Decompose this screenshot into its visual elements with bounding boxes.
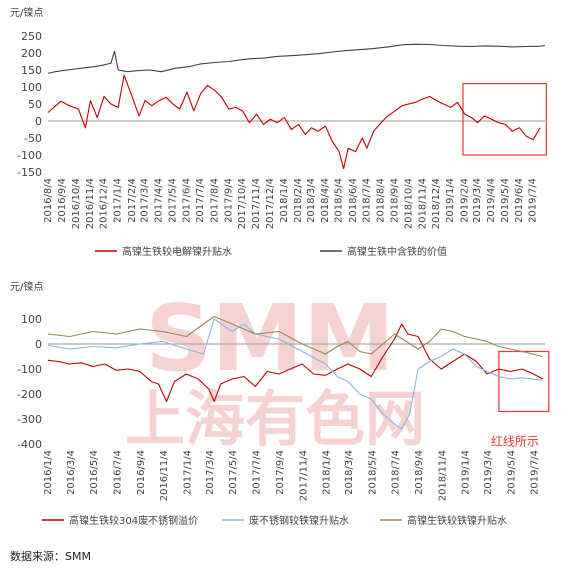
x-tick-label: 2017/12/4	[265, 178, 276, 229]
series-line-1	[47, 323, 543, 403]
x-tick-label: 2017/4/4	[154, 178, 165, 223]
x-tick-label: 2016/11/4	[85, 178, 96, 229]
x-tick-label: 2017/5/4	[167, 178, 178, 223]
x-tick-label: 2017/2/4	[127, 178, 138, 223]
x-tick-label: 2018/7/4	[391, 450, 402, 495]
x-tick-label: 2019/1/4	[461, 450, 472, 495]
x-tick-label: 2016/11/4	[159, 450, 170, 501]
x-tick-label: 2017/9/4	[223, 178, 234, 223]
x-tick-label: 2019/5/4	[506, 450, 517, 495]
x-tick-label: 2016/9/4	[136, 450, 147, 495]
highlight-annotation: 红线所示	[491, 434, 539, 449]
x-tick-label: 2017/1/4	[182, 450, 193, 495]
y-tick-label: -150	[17, 166, 42, 179]
y-tick-label: 200	[21, 47, 42, 60]
highlight-box	[498, 350, 550, 413]
x-tick-label: 2018/5/4	[367, 450, 378, 495]
x-tick-label: 2018/1/4	[322, 450, 333, 495]
series-line-1	[47, 74, 541, 170]
x-tick-label: 2018/12/4	[431, 178, 442, 229]
x-tick-label: 2018/3/4	[306, 178, 317, 223]
x-tick-label: 2018/11/4	[437, 450, 448, 501]
x-tick-label: 2018/2/4	[293, 178, 304, 223]
highlight-box	[462, 82, 547, 156]
x-tick-label: 2016/12/4	[99, 178, 110, 229]
y-tick-label: -200	[17, 388, 42, 401]
watermark-cn: 上海有色网	[125, 385, 425, 455]
x-tick-label: 2017/9/4	[275, 450, 286, 495]
legend-label: 高镍生铁较304废不锈钢溢价	[69, 514, 198, 527]
x-tick-label: 2018/5/4	[334, 178, 345, 223]
y-tick-label: 0	[35, 115, 42, 128]
y-tick-label: -400	[17, 438, 42, 451]
x-tick-label: 2016/3/4	[66, 450, 77, 495]
y-tick-label: -100	[17, 149, 42, 162]
x-tick-label: 2016/7/4	[112, 450, 123, 495]
legend-label: 高镍生铁较电解镍升贴水	[122, 245, 232, 258]
series-line-3	[47, 315, 543, 358]
x-tick-label: 2017/11/4	[251, 178, 262, 229]
legend-label: 高镍生铁中含铁的价值	[347, 245, 447, 258]
x-tick-label: 2019/3/4	[483, 450, 494, 495]
x-tick-label: 2019/6/4	[514, 178, 525, 223]
x-tick-label: 2018/8/4	[376, 178, 387, 223]
x-tick-label: 2018/4/4	[320, 178, 331, 223]
x-tick-label: 2017/5/4	[228, 450, 239, 495]
x-tick-label: 2018/1/4	[279, 178, 290, 223]
x-tick-label: 2016/5/4	[89, 450, 100, 495]
x-tick-label: 2016/9/4	[57, 178, 68, 223]
x-tick-label: 2016/10/4	[71, 178, 82, 229]
x-tick-label: 2019/5/4	[500, 178, 511, 223]
y-tick-label: 0	[35, 338, 42, 351]
x-tick-label: 2019/7/4	[530, 450, 541, 495]
chart-2: 元/镍点 -400 -300 -200 -100 0 100 2016/1/4 2016/3/4…	[10, 280, 550, 527]
chart-canvas: SMM上海有色网元/镍点-150-100-5005010015020025020…	[10, 6, 550, 527]
x-tick-label: 2018/9/4	[414, 450, 425, 495]
x-tick-label: 2017/10/4	[237, 178, 248, 229]
x-tick-label: 2017/11/4	[298, 450, 309, 501]
y-tick-label: -100	[17, 363, 42, 376]
y-tick-label: -50	[24, 132, 42, 145]
x-tick-label: 2018/6/4	[348, 178, 359, 223]
y-unit-label: 元/镍点	[10, 6, 43, 19]
x-tick-label: 2018/11/4	[417, 178, 428, 229]
x-tick-label: 2019/7/4	[528, 178, 539, 223]
x-tick-label: 2016/8/4	[43, 178, 54, 223]
y-tick-label: 100	[21, 313, 42, 326]
x-tick-label: 2019/3/4	[472, 178, 483, 223]
x-tick-label: 2017/7/4	[195, 178, 206, 223]
x-tick-label: 2017/7/4	[251, 450, 262, 495]
x-tick-label: 2017/1/4	[113, 178, 124, 223]
y-tick-label: 100	[21, 81, 42, 94]
x-tick-label: 2018/10/4	[403, 178, 414, 229]
x-tick-label: 2017/3/4	[140, 178, 151, 223]
y-tick-label: 150	[21, 64, 42, 77]
legend-label: 废不锈钢较铁镍升贴水	[249, 514, 349, 527]
x-tick-label: 2018/3/4	[344, 450, 355, 495]
x-tick-label: 2018/7/4	[361, 178, 372, 223]
y-tick-label: -300	[17, 413, 42, 426]
x-tick-label: 2017/8/4	[209, 178, 220, 223]
x-tick-label: 2019/4/4	[486, 178, 497, 223]
series-line-2	[47, 318, 543, 430]
source-note: 数据来源：SMM	[10, 550, 91, 563]
x-tick-label: 2019/1/4	[445, 178, 456, 223]
y-unit-label: 元/镍点	[10, 280, 43, 293]
x-tick-label: 2016/1/4	[43, 450, 54, 495]
x-tick-label: 2017/3/4	[205, 450, 216, 495]
y-tick-label: 50	[28, 98, 42, 111]
legend-label: 高镍生铁较铁镍升贴水	[407, 514, 507, 527]
x-tick-label: 2019/2/4	[459, 178, 470, 223]
x-tick-label: 2017/6/4	[181, 178, 192, 223]
y-tick-label: 250	[21, 30, 42, 43]
x-tick-label: 2018/9/4	[390, 178, 401, 223]
series-line-2	[47, 43, 546, 74]
